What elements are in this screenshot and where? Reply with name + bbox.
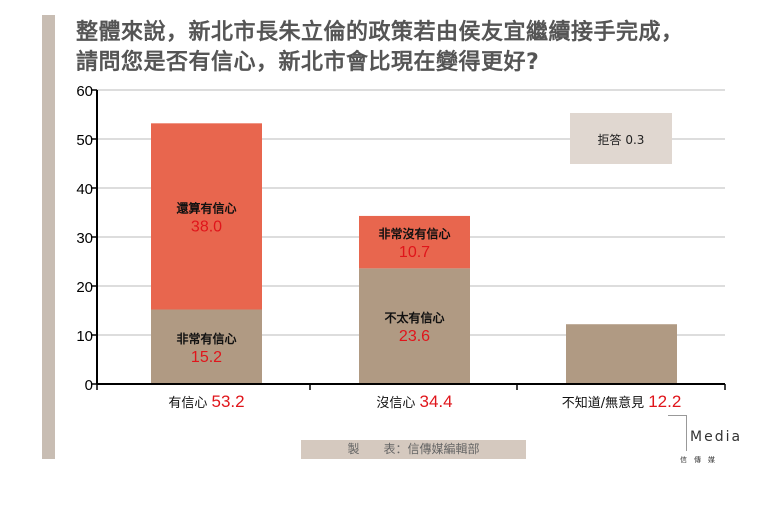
bar-segment	[359, 268, 470, 384]
category-name: 有信心	[168, 396, 211, 411]
segment-label: 還算有信心	[176, 200, 236, 215]
segment-value: 38.0	[191, 218, 222, 235]
y-tick-label: 50	[76, 132, 93, 149]
bar-segment	[151, 123, 262, 310]
segment-value: 15.2	[191, 349, 222, 366]
bar-segment	[359, 215, 470, 269]
media-logo: Media 信 傳 媒	[668, 415, 740, 475]
segment-label: 非常有信心	[176, 331, 236, 346]
decorative-sidebar	[42, 15, 55, 459]
refusal-annotation: 拒答 0.3	[598, 132, 645, 147]
chart-title-line1: 整體來說，新北市長朱立倫的政策若由侯友宜繼續接手完成，	[76, 20, 684, 45]
logo-text: Media	[690, 429, 743, 445]
segment-value: 23.6	[399, 328, 430, 345]
y-tick-label: 60	[76, 83, 93, 100]
y-tick-label: 20	[76, 279, 93, 296]
bar-segment	[566, 324, 677, 384]
y-tick-label: 10	[76, 328, 93, 345]
category-total: 34.4	[420, 392, 453, 411]
y-tick-label: 30	[76, 230, 93, 247]
chart-title-line2: 請問您是否有信心，新北市會比現在變得更好?	[76, 50, 540, 75]
category-total: 12.2	[648, 392, 681, 411]
category-name: 沒信心	[376, 396, 419, 411]
x-category-label: 沒信心 34.4	[376, 392, 452, 411]
refusal-annotation-box	[570, 113, 672, 164]
logo-subtext: 信 傳 媒	[680, 456, 715, 464]
segment-value: 10.7	[399, 244, 430, 261]
category-name: 不知道/無意見	[562, 395, 649, 411]
x-category-label: 有信心 53.2	[168, 392, 244, 411]
x-category-label: 不知道/無意見 12.2	[562, 392, 682, 411]
bar-segment	[151, 309, 262, 384]
y-tick-label: 0	[85, 377, 93, 394]
credit-label: 製 表：信傳媒編輯部	[301, 440, 526, 459]
segment-label: 非常沒有信心	[378, 226, 450, 241]
category-total: 53.2	[212, 392, 245, 411]
segment-label: 不太有信心	[384, 310, 444, 325]
y-tick-label: 40	[76, 181, 93, 198]
